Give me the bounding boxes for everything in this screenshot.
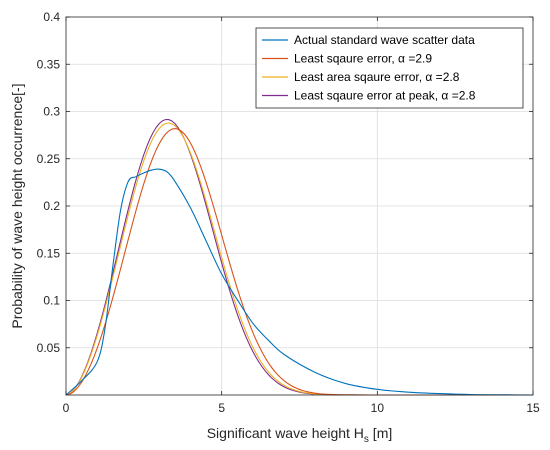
y-tick-label: 0.2 (43, 199, 60, 213)
y-tick-label: 0.05 (37, 341, 61, 355)
y-tick-label: 0.4 (43, 10, 60, 24)
y-tick-label: 0.15 (37, 246, 61, 260)
y-tick-label: 0.25 (37, 152, 61, 166)
y-tick-label: 0.1 (43, 294, 60, 308)
ticks: 0 5 10 15 0.05 0.1 0.15 0.2 0.25 0.3 0.35 0.4 (37, 10, 540, 415)
y-tick-label: 0.3 (43, 105, 60, 119)
legend-label-4: Least sqaure error at peak, α =2.8 (294, 89, 476, 103)
legend-label-2: Least sqaure error, α =2.9 (294, 52, 432, 66)
x-axis-label: Significant wave height Hs [m] (207, 425, 393, 445)
x-tick-label: 10 (371, 401, 385, 415)
x-axis-label-unit: [m] (369, 425, 392, 441)
legend-box (255, 27, 524, 109)
y-axis-label: Probability of wave height occurrence[-] (9, 83, 25, 328)
x-axis-label-main: Significant wave height H (207, 425, 364, 441)
x-tick-label: 0 (63, 401, 70, 415)
series-line-1 (65, 168, 534, 396)
x-axis-label-subscript: s (364, 434, 369, 445)
grid (66, 17, 533, 395)
legend: Actual standard wave scatter data Least s… (255, 27, 524, 109)
x-tick-label: 15 (526, 401, 540, 415)
legend-label-3: Least area sqaure error, α =2.8 (294, 70, 460, 84)
y-tick-label: 0.35 (37, 57, 61, 71)
x-tick-label: 5 (218, 401, 225, 415)
legend-label-1: Actual standard wave scatter data (294, 33, 475, 47)
